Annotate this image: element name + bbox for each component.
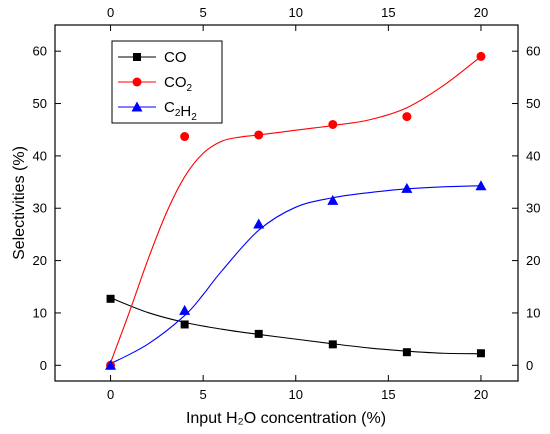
legend: CO CO2 C2H2 (111, 40, 223, 124)
x-tick-label: 5 (200, 387, 207, 402)
legend-co-label: CO2 (164, 74, 193, 94)
markers-layer (105, 51, 487, 370)
right-tick-label: 50 (526, 96, 540, 111)
y-tick-label: 40 (33, 148, 47, 163)
y-tick-label: 50 (33, 96, 47, 111)
series-co-point (254, 329, 263, 338)
series-co-point (106, 294, 115, 303)
series-co-point (402, 112, 412, 122)
series-co-point (254, 130, 264, 140)
top-tick-label: 0 (107, 5, 114, 20)
x-axis-title: Input H₂O concentration (%) (186, 410, 386, 427)
x-tick-label: 0 (107, 387, 114, 402)
series-co-point (476, 349, 485, 358)
series-ch-point (401, 182, 413, 193)
y-tick-label: 10 (33, 305, 47, 320)
x-tick-label: 20 (474, 387, 488, 402)
y-tick-label: 30 (33, 201, 47, 216)
top-tick-label: 15 (381, 5, 395, 20)
legend-co-marker (132, 77, 142, 87)
series-co-point (476, 51, 486, 61)
series-co-point (180, 320, 189, 329)
series-co-point (180, 132, 190, 142)
series-co-fit-line (110, 297, 481, 355)
series-ch-point (475, 180, 487, 191)
y-tick-label: 0 (40, 358, 47, 373)
series-ch-point (105, 359, 117, 370)
ticks-layer: 0 5 10 15 20 0 5 10 15 20 0 10 20 30 40 50 60 0 10 20 30 40 50… (33, 5, 541, 402)
legend-co-label: CO (164, 49, 187, 66)
right-tick-label: 10 (526, 305, 540, 320)
top-tick-label: 5 (200, 5, 207, 20)
right-tick-label: 40 (526, 148, 540, 163)
y-tick-label: 20 (33, 253, 47, 268)
series-co-point (402, 348, 411, 357)
series-ch-point (253, 218, 265, 229)
y-axis-title: Selectivities (%) (11, 146, 28, 260)
series-ch-point (179, 304, 191, 315)
right-tick-label: 20 (526, 253, 540, 268)
plot-frame (54, 24, 519, 382)
legend-ch-marker (131, 101, 143, 112)
top-tick-label: 20 (474, 5, 488, 20)
x-tick-label: 15 (381, 387, 395, 402)
top-tick-label: 10 (289, 5, 303, 20)
legend-ch-label: C2H2 (164, 99, 197, 123)
series-co-fit-line (110, 55, 482, 363)
legend-co-marker (133, 53, 141, 61)
series-co-point (328, 340, 337, 349)
x-tick-label: 10 (289, 387, 303, 402)
series-ch-point (327, 194, 339, 205)
right-tick-label: 60 (526, 44, 540, 59)
right-tick-label: 0 (526, 358, 533, 373)
right-tick-label: 30 (526, 201, 540, 216)
series-co-point (328, 119, 338, 129)
y-tick-label: 60 (33, 44, 47, 59)
